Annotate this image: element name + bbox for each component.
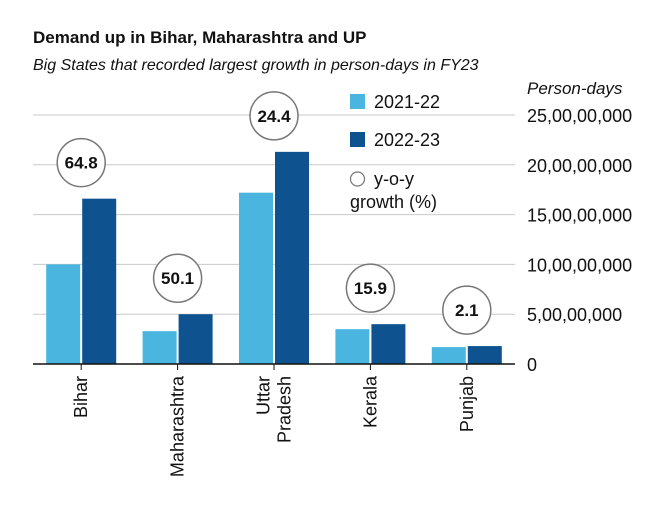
growth-badge: 64.8 <box>56 137 106 188</box>
growth-badge: 50.1 <box>152 253 203 303</box>
growth-badge: 15.9 <box>345 263 396 313</box>
x-tick-label: Punjab <box>457 376 477 432</box>
y-tick-label: 0 <box>527 355 537 375</box>
legend: 2021-22 2022-23 y-o-y growth (%) <box>349 92 440 212</box>
x-axis: Bihar Maharashtra UttarPradesh Kerala Punjab <box>33 363 515 477</box>
bar-2022-23-uttar-pradesh <box>275 151 309 364</box>
y-tick-label: 15,00,00,000 <box>527 206 632 226</box>
growth-label: 64.8 <box>65 154 98 173</box>
growth-label: 2.1 <box>455 301 479 320</box>
legend-label: 2022-23 <box>374 130 440 150</box>
bar-2021-22-maharashtra <box>142 331 177 364</box>
x-tick-label: Maharashtra <box>168 375 188 477</box>
growth-circle <box>442 285 492 335</box>
legend-label: 2021-22 <box>374 92 440 112</box>
growth-badge: 2.1 <box>442 285 492 335</box>
legend-circle <box>349 171 366 187</box>
growth-circle <box>345 263 396 313</box>
chart-subtitle: Big States that recorded largest growth … <box>33 57 479 74</box>
y-tick-label: 10,00,00,000 <box>527 255 632 275</box>
legend-swatch <box>350 94 365 109</box>
growth-circle <box>152 253 203 303</box>
growth-circle <box>249 91 299 141</box>
y-tick-label: 25,00,00,000 <box>527 106 632 126</box>
y-axis-title: Person-days <box>527 79 623 98</box>
bar-2022-23-kerala <box>371 324 406 364</box>
growth-circle <box>56 137 106 188</box>
legend-growth-label: y-o-y growth (%) <box>350 169 437 212</box>
y-tick-label: 20,00,00,000 <box>527 156 632 176</box>
growth-label: 24.4 <box>257 107 291 126</box>
bar-2021-22-uttar-pradesh <box>239 192 273 364</box>
y-axis: 0 5,00,00,000 10,00,00,000 15,00,00,000 20,0… <box>527 106 632 375</box>
bar-2022-23-punjab <box>467 346 502 364</box>
growth-badge: 24.4 <box>249 91 299 141</box>
growth-label: 15.9 <box>354 279 387 298</box>
bar-2021-22-bihar <box>46 264 81 364</box>
bar-2021-22-punjab <box>431 347 466 364</box>
growth-badges: 64.8 50.1 24.4 15.9 2.1 <box>56 91 492 335</box>
x-tick-label: UttarPradesh <box>254 376 295 443</box>
bar-2022-23-bihar <box>82 198 117 364</box>
bars <box>46 151 502 364</box>
chart-title: Demand up in Bihar, Maharashtra and UP <box>33 28 367 47</box>
legend-swatch <box>350 132 365 147</box>
bar-2022-23-maharashtra <box>178 314 213 364</box>
y-tick-label: 5,00,00,000 <box>527 305 622 325</box>
growth-label: 50.1 <box>161 269 194 288</box>
x-tick-label: Bihar <box>71 376 91 418</box>
bar-2021-22-kerala <box>335 329 370 364</box>
x-tick-label: Kerala <box>360 375 380 428</box>
